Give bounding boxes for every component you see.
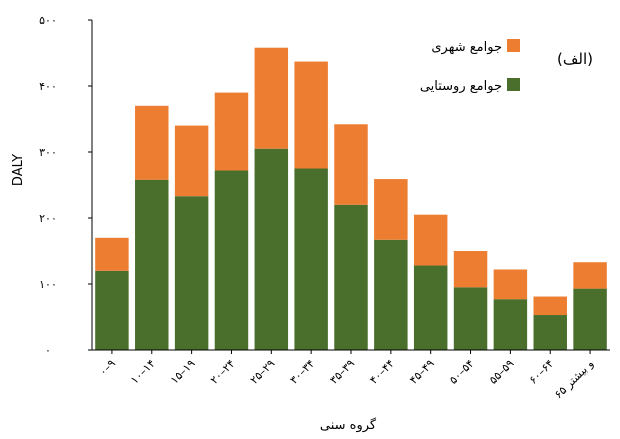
x-tick-label: ۴۰–۴۴ — [367, 357, 397, 387]
bar-urban-0 — [95, 237, 129, 271]
y-tick-label: ۵۰۰ — [39, 14, 57, 27]
legend-swatch-rural — [507, 78, 520, 91]
bar-urban-12 — [573, 262, 607, 289]
bar-rural-7 — [374, 239, 408, 350]
legend-swatch-urban — [507, 39, 520, 52]
chart-annotation: (الف) — [557, 50, 593, 68]
bar-urban-4 — [254, 47, 289, 149]
x-tick-label: ۳۵–۳۹ — [327, 357, 357, 387]
bar-urban-5 — [294, 61, 328, 169]
x-tick-label: ۴۵–۴۹ — [407, 357, 437, 387]
bar-rural-6 — [334, 204, 368, 350]
y-tick-label: ۰ — [45, 344, 51, 357]
bar-rural-12 — [573, 288, 607, 350]
x-tick-label: ۵۰–۵۴ — [447, 357, 477, 387]
legend: جوامع شهری جوامع روستایی — [420, 39, 520, 94]
legend-label-urban: جوامع شهری — [431, 40, 502, 55]
x-tick-label: ۳۰–۳۴ — [287, 357, 317, 387]
y-tick-label: ۲۰۰ — [39, 212, 57, 225]
x-axis-ticks: ۰–۹ ۱۰–۱۴ ۱۵–۱۹ ۲۰–۲۴ ۲۵–۲۹ ۳۰–۳۴ ۳۵–۳۹ ۴۰–۴۴ ۴۵… — [97, 350, 596, 401]
x-axis-label: گروه سنی — [320, 417, 377, 433]
x-tick-label: ۶۵ و بیشتر — [552, 357, 596, 401]
x-tick-label: ۰–۹ — [97, 357, 119, 379]
bar-rural-11 — [533, 315, 567, 350]
bar-rural-8 — [413, 265, 448, 350]
bar-urban-6 — [334, 124, 368, 205]
bar-rural-2 — [174, 196, 209, 350]
bar-urban-11 — [533, 296, 567, 316]
bar-rural-3 — [214, 170, 249, 350]
legend-label-rural: جوامع روستایی — [420, 79, 502, 94]
x-tick-label: ۱۵–۱۹ — [168, 357, 198, 387]
bar-urban-3 — [214, 92, 249, 171]
bar-urban-8 — [413, 214, 448, 266]
bar-rural-4 — [254, 148, 289, 350]
x-tick-label: ۵۵–۵۹ — [487, 357, 517, 387]
bar-urban-9 — [453, 251, 488, 288]
x-tick-label: ۲۵–۲۹ — [248, 357, 278, 387]
y-axis-label: DALY — [11, 154, 26, 186]
bar-rural-0 — [95, 270, 129, 350]
bars-group — [95, 47, 607, 350]
bar-rural-10 — [493, 299, 528, 350]
x-tick-label: ۲۰–۲۴ — [208, 357, 238, 387]
bar-urban-7 — [374, 179, 408, 240]
x-tick-label: ۶۰–۶۴ — [527, 357, 557, 387]
y-tick-label: ۱۰۰ — [39, 278, 57, 291]
y-tick-label: ۴۰۰ — [39, 80, 57, 93]
y-tick-label: ۳۰۰ — [39, 146, 57, 159]
bar-rural-5 — [294, 168, 328, 350]
bar-urban-2 — [174, 125, 209, 197]
x-tick-label: ۱۰–۱۴ — [128, 357, 158, 387]
bar-urban-1 — [135, 105, 169, 180]
bar-urban-10 — [493, 269, 528, 300]
y-axis-ticks: ۰ ۱۰۰ ۲۰۰ ۳۰۰ ۴۰۰ ۵۰۰ — [39, 14, 92, 357]
bar-rural-9 — [453, 287, 488, 350]
bar-rural-1 — [135, 179, 169, 350]
